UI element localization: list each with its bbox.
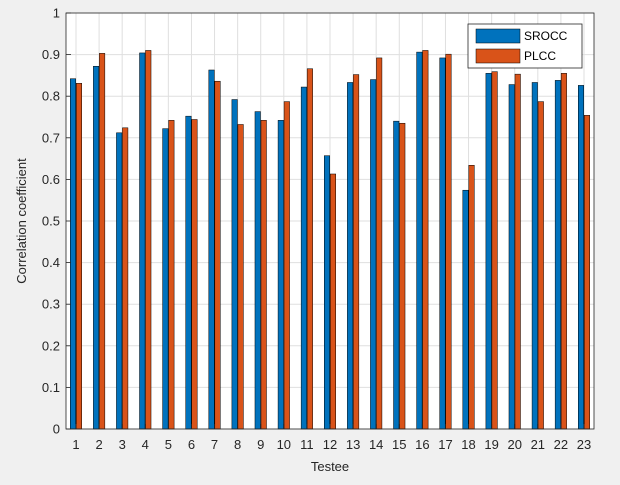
y-tick-label: 0.9 bbox=[42, 47, 60, 62]
bar-srocc-6 bbox=[185, 115, 192, 430]
x-tick-label: 22 bbox=[554, 437, 568, 452]
x-axis-label: Testee bbox=[311, 459, 349, 474]
bar-srocc-12 bbox=[324, 155, 330, 430]
x-tick-label: 6 bbox=[188, 437, 195, 452]
bar-plcc-17 bbox=[445, 53, 452, 430]
y-tick-label: 0 bbox=[53, 422, 60, 437]
bar-srocc-19 bbox=[485, 73, 492, 430]
bar-plcc-18 bbox=[468, 165, 475, 430]
y-tick-label: 0.3 bbox=[42, 297, 60, 312]
bar-srocc-5 bbox=[162, 128, 169, 430]
bar-srocc-9 bbox=[254, 111, 261, 430]
x-tick-label: 15 bbox=[392, 437, 406, 452]
x-tick-label: 21 bbox=[531, 437, 545, 452]
legend-label-plcc: PLCC bbox=[524, 49, 556, 63]
bar-plcc-9 bbox=[260, 120, 267, 430]
x-tick-label: 17 bbox=[438, 437, 452, 452]
x-tick-label: 1 bbox=[72, 437, 79, 452]
bar-plcc-14 bbox=[376, 57, 383, 430]
x-axis-ticks: 1 2 3 4 5 6 7 8 9 10 11 12 13 14 15 16 17 18 19 20 21 22 23 bbox=[72, 424, 591, 452]
bar-plcc-12 bbox=[330, 173, 336, 430]
bar-srocc-2 bbox=[93, 65, 100, 430]
bar-srocc-17 bbox=[439, 57, 446, 430]
bar-srocc-13 bbox=[347, 82, 354, 430]
bar-plcc-19 bbox=[491, 71, 498, 430]
y-tick-label: 0.4 bbox=[42, 255, 60, 270]
x-tick-label: 7 bbox=[211, 437, 218, 452]
bar-plcc-15 bbox=[399, 122, 406, 430]
bar-plcc-6 bbox=[191, 119, 198, 430]
y-axis-ticks: 0 0.1 0.2 0.3 0.4 0.5 0.6 0.7 0.8 0.9 1 bbox=[42, 6, 71, 437]
x-tick-label: 8 bbox=[234, 437, 241, 452]
x-tick-label: 3 bbox=[119, 437, 126, 452]
y-tick-label: 1 bbox=[53, 6, 60, 21]
y-tick-label: 0.8 bbox=[42, 89, 60, 104]
bar-srocc-15 bbox=[393, 120, 400, 430]
x-tick-label: 2 bbox=[95, 437, 102, 452]
bar-srocc-8 bbox=[231, 99, 238, 430]
legend-swatch-srocc bbox=[475, 28, 521, 44]
bar-plcc-16 bbox=[422, 50, 429, 430]
x-tick-label: 19 bbox=[484, 437, 498, 452]
bar-srocc-16 bbox=[416, 51, 423, 430]
bar-srocc-22 bbox=[554, 80, 561, 430]
bar-plcc-8 bbox=[237, 124, 244, 430]
bar-plcc-7 bbox=[214, 80, 221, 430]
y-tick-label: 0.2 bbox=[42, 338, 60, 353]
bar-plcc-13 bbox=[353, 74, 360, 430]
x-tick-label: 13 bbox=[346, 437, 360, 452]
bar-plcc-5 bbox=[168, 120, 175, 430]
x-tick-label: 18 bbox=[461, 437, 475, 452]
bar-plcc-2 bbox=[99, 53, 106, 430]
bar-srocc-10 bbox=[277, 120, 284, 430]
bar-srocc-21 bbox=[531, 82, 538, 430]
bar-srocc-1 bbox=[70, 78, 76, 430]
x-tick-label: 23 bbox=[577, 437, 591, 452]
bar-plcc-22 bbox=[560, 73, 567, 430]
bar-srocc-14 bbox=[370, 79, 377, 430]
x-tick-label: 16 bbox=[415, 437, 429, 452]
y-tick-label: 0.6 bbox=[42, 172, 60, 187]
bar-srocc-11 bbox=[300, 86, 307, 430]
legend[interactable]: SROCC PLCC bbox=[467, 23, 583, 69]
bar-plcc-23 bbox=[584, 115, 590, 430]
y-tick-label: 0.1 bbox=[42, 380, 60, 395]
x-tick-label: 20 bbox=[507, 437, 521, 452]
bar-srocc-7 bbox=[208, 69, 215, 430]
bar-plcc-21 bbox=[537, 101, 544, 430]
bar-srocc-18 bbox=[462, 189, 469, 430]
bar-plcc-10 bbox=[283, 101, 290, 430]
bar-plcc-3 bbox=[122, 127, 129, 430]
bar-plcc-20 bbox=[514, 73, 521, 430]
y-tick-label: 0.5 bbox=[42, 214, 60, 229]
x-tick-label: 5 bbox=[165, 437, 172, 452]
bar-srocc-4 bbox=[139, 52, 146, 430]
bar-plcc-1 bbox=[76, 83, 82, 430]
bar-srocc-20 bbox=[508, 84, 515, 430]
bar-plcc-4 bbox=[145, 50, 152, 430]
bar-plcc-11 bbox=[306, 68, 313, 430]
bar-srocc-23 bbox=[578, 85, 584, 430]
y-tick-label: 0.7 bbox=[42, 130, 60, 145]
legend-label-srocc: SROCC bbox=[524, 29, 568, 43]
x-tick-label: 4 bbox=[142, 437, 149, 452]
x-tick-label: 10 bbox=[277, 437, 291, 452]
x-tick-label: 14 bbox=[369, 437, 383, 452]
x-tick-label: 12 bbox=[323, 437, 337, 452]
x-tick-label: 11 bbox=[300, 437, 314, 452]
x-tick-label: 9 bbox=[257, 437, 264, 452]
bar-srocc-3 bbox=[116, 132, 123, 430]
y-axis-label: Correlation coefficient bbox=[14, 158, 29, 284]
bars-group bbox=[70, 50, 590, 430]
legend-swatch-plcc bbox=[475, 48, 521, 64]
